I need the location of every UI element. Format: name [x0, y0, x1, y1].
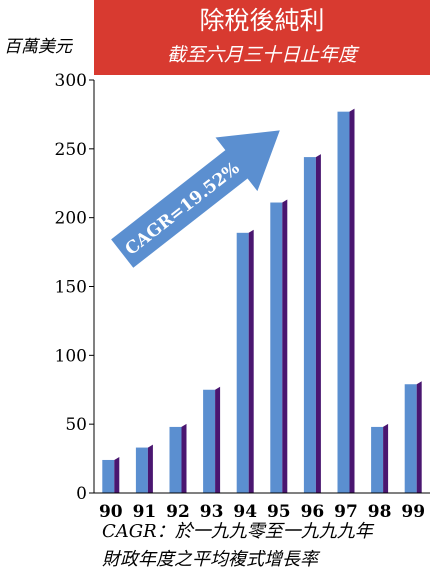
- y-tick-label: 100: [55, 346, 87, 366]
- x-tick-label: 91: [133, 502, 157, 522]
- bar-side-91: [147, 444, 153, 493]
- bar-98: [371, 423, 389, 493]
- y-tick-label: 300: [55, 71, 87, 91]
- bar-side-92: [181, 423, 187, 493]
- y-axis-unit-label: 百萬美元: [4, 37, 72, 57]
- footnote-line-1: CAGR：於一九九零至一九九九年: [102, 521, 373, 542]
- footnote-line-2: 財政年度之平均複式增長率: [102, 549, 318, 570]
- bar-91: [135, 444, 153, 493]
- bar-97: [337, 108, 355, 493]
- bar-face-97: [337, 111, 350, 493]
- bar-face-96: [303, 157, 316, 494]
- bar-face-92: [169, 426, 182, 493]
- y-tick-labels: 0 50 100 150 200 250 300: [55, 71, 94, 504]
- title-banner: 除稅後純利 截至六月三十日止年度: [94, 0, 430, 75]
- x-tick-labels: 90 91 92 93 94 95 96 97 98 99: [99, 502, 425, 522]
- cagr-label: CAGR=19.52%: [122, 158, 244, 259]
- bar-face-94: [236, 232, 249, 493]
- bar-90: [102, 456, 120, 493]
- bar-side-97: [349, 108, 355, 493]
- bar-side-94: [248, 229, 254, 493]
- bar-side-95: [282, 199, 288, 494]
- x-tick-label: 97: [334, 502, 358, 522]
- bars: [102, 108, 422, 494]
- x-tick-label: 92: [166, 502, 190, 522]
- bar-99: [404, 381, 422, 493]
- bar-94: [236, 229, 254, 493]
- footnote: CAGR：於一九九零至一九九九年 財政年度之平均複式增長率: [102, 518, 373, 574]
- y-tick-label: 200: [55, 209, 87, 229]
- bar-96: [303, 154, 321, 494]
- bar-side-96: [315, 154, 321, 494]
- y-tick-label: 150: [55, 278, 87, 298]
- arrow-shape: [111, 130, 280, 268]
- bar-side-93: [215, 386, 221, 493]
- bar-face-98: [371, 426, 384, 493]
- bar-face-95: [270, 202, 283, 494]
- bar-face-93: [203, 389, 216, 493]
- x-tick-label: 95: [267, 502, 291, 522]
- chart-title: 除稅後純利: [199, 6, 325, 35]
- x-tick-label: 98: [368, 502, 392, 522]
- x-tick-label: 90: [99, 502, 123, 522]
- x-tick-label: 93: [200, 502, 224, 522]
- bar-face-90: [102, 459, 115, 493]
- bar-92: [169, 423, 187, 493]
- y-tick-label: 250: [55, 140, 87, 160]
- bar-face-91: [135, 447, 148, 493]
- bar-face-99: [404, 384, 417, 493]
- y-tick-label: 0: [76, 484, 87, 504]
- bar-side-99: [416, 381, 422, 493]
- x-tick-label: 94: [233, 502, 257, 522]
- bar-93: [203, 386, 221, 493]
- bar-side-98: [383, 423, 389, 493]
- y-tick-label: 50: [65, 415, 87, 435]
- bar-side-90: [114, 456, 120, 493]
- chart-subtitle: 截至六月三十日止年度: [166, 44, 357, 66]
- x-tick-label: 99: [401, 502, 425, 522]
- bar-95: [270, 199, 288, 494]
- x-tick-label: 96: [301, 502, 325, 522]
